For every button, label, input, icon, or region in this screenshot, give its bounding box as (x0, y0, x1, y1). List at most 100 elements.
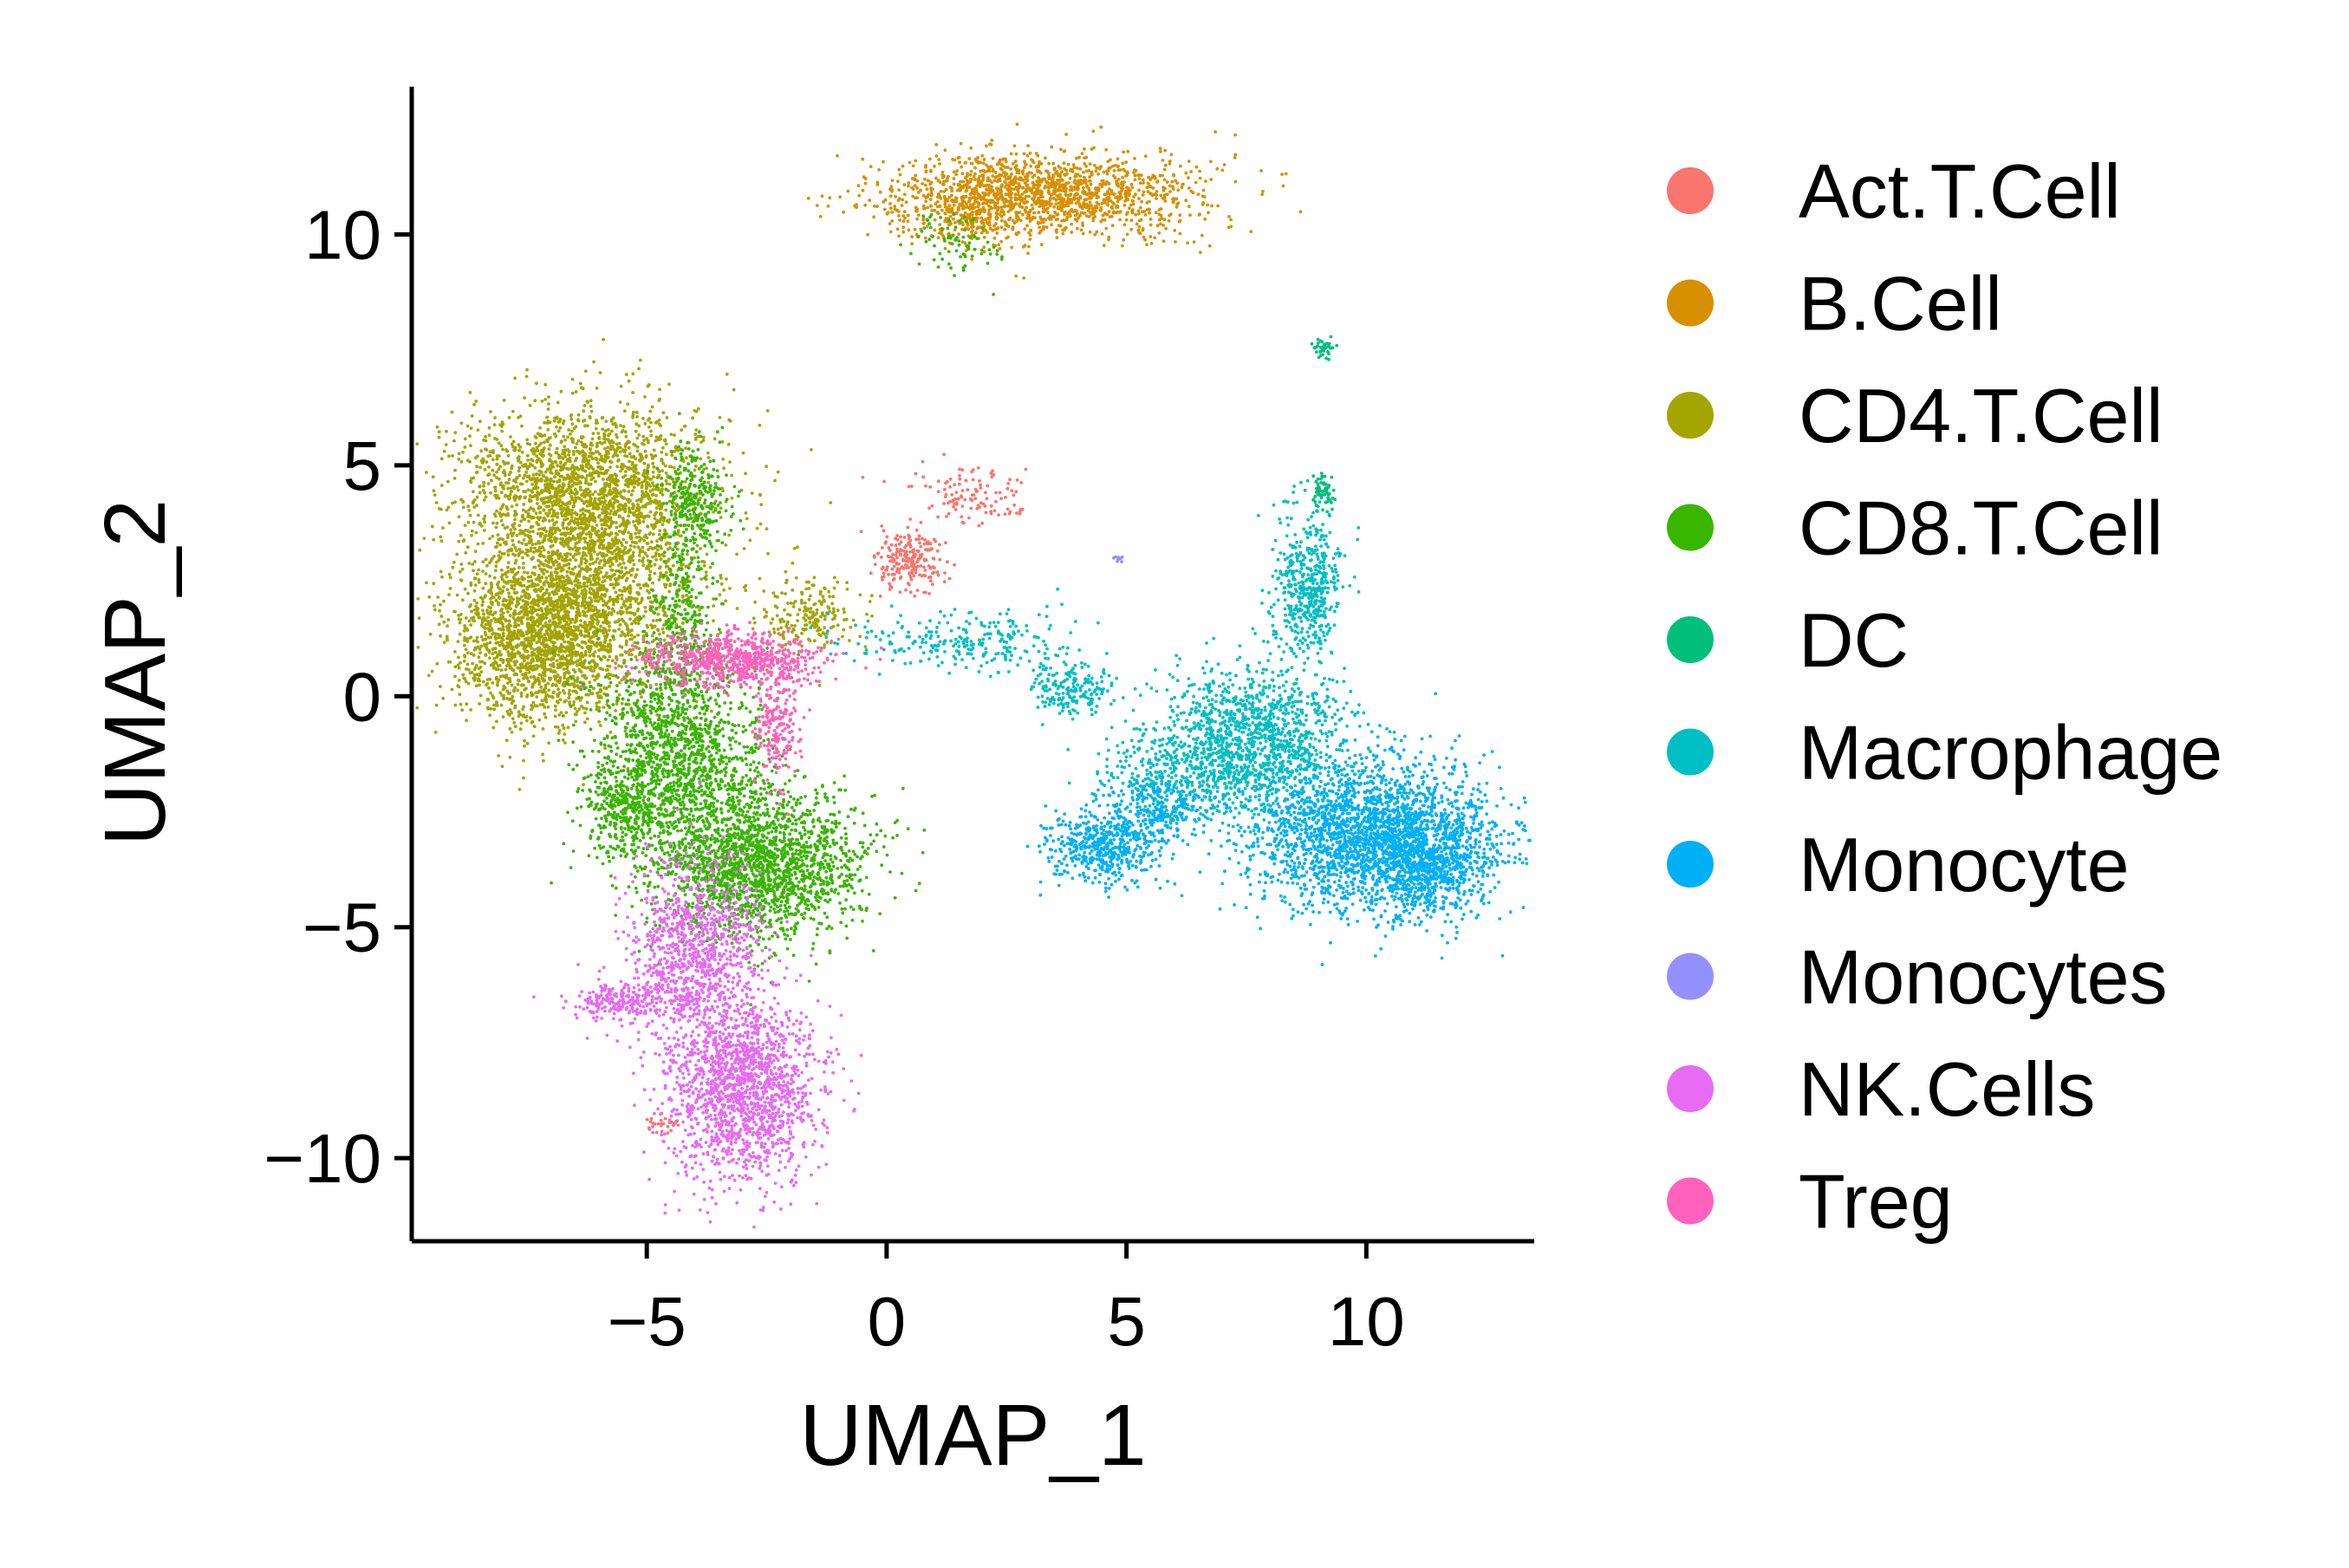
scatter-point (904, 200, 908, 205)
scatter-point (530, 691, 533, 695)
scatter-point (928, 157, 932, 161)
scatter-point (1146, 181, 1150, 185)
scatter-point (532, 725, 537, 729)
scatter-point (923, 177, 927, 181)
scatter-point (969, 146, 973, 150)
scatter-point (907, 228, 911, 232)
scatter-point (1134, 212, 1138, 217)
scatter-point (979, 198, 984, 202)
scatter-point (953, 508, 958, 511)
scatter-point (1056, 173, 1060, 178)
scatter-point (484, 447, 487, 451)
scatter-point (966, 172, 969, 176)
scatter-point (507, 619, 511, 623)
scatter-point (1164, 226, 1168, 231)
scatter-point (505, 525, 510, 530)
scatter-point (479, 670, 484, 673)
scatter-point (869, 165, 873, 169)
scatter-point (684, 446, 687, 450)
scatter-point (588, 680, 592, 685)
scatter-point (512, 448, 516, 452)
scatter-point (999, 205, 1004, 210)
scatter-point (936, 515, 940, 519)
scatter-point (980, 173, 985, 178)
scatter-point (1148, 178, 1152, 182)
scatter-point (1140, 173, 1143, 178)
scatter-point (495, 438, 499, 441)
scatter-point (487, 472, 491, 476)
scatter-point (610, 429, 614, 433)
scatter-point (1122, 237, 1126, 242)
scatter-point (959, 141, 963, 146)
scatter-point (493, 660, 498, 664)
scatter-point (934, 143, 939, 146)
scatter-point (547, 741, 551, 745)
scatter-point (910, 235, 914, 238)
scatter-point (547, 688, 551, 693)
scatter-point (895, 556, 899, 560)
scatter-point (952, 177, 956, 180)
scatter-point (492, 512, 497, 516)
scatter-point (446, 638, 449, 642)
scatter-point (1143, 237, 1147, 242)
scatter-point (503, 617, 507, 621)
scatter-point (1049, 217, 1053, 221)
scatter-point (601, 415, 605, 420)
scatter-point (1060, 218, 1064, 223)
scatter-point (1168, 190, 1172, 194)
scatter-point (615, 453, 620, 458)
scatter-point (706, 456, 711, 459)
scatter-point (962, 199, 966, 204)
scatter-point (928, 485, 933, 489)
scatter-point (976, 156, 979, 159)
scatter-point (1184, 198, 1188, 203)
scatter-point (550, 631, 554, 635)
scatter-point (543, 489, 547, 492)
scatter-point (649, 429, 653, 433)
scatter-point (567, 696, 571, 699)
scatter-point (889, 543, 894, 547)
scatter-point (1109, 205, 1114, 209)
scatter-point (980, 153, 985, 158)
scatter-point (933, 228, 937, 232)
scatter-point (531, 682, 535, 686)
scatter-point (1116, 168, 1121, 172)
scatter-point (963, 498, 967, 502)
scatter-point (457, 457, 461, 461)
scatter-point (626, 439, 630, 444)
scatter-point (566, 435, 569, 439)
scatter-point (1057, 185, 1062, 189)
scatter-point (796, 545, 799, 549)
scatter-point (566, 448, 570, 452)
scatter-point (1109, 158, 1112, 162)
scatter-point (1171, 198, 1174, 201)
scatter-point (540, 608, 544, 613)
scatter-point (540, 627, 543, 631)
scatter-point (765, 409, 770, 413)
scatter-point (958, 477, 962, 481)
scatter-point (465, 637, 469, 641)
scatter-point (502, 484, 505, 488)
scatter-point (1083, 192, 1086, 196)
scatter-point (953, 221, 957, 224)
scatter-point (1165, 192, 1169, 197)
scatter-point (1109, 199, 1113, 203)
scatter-point (1107, 210, 1111, 214)
scatter-point (478, 420, 482, 424)
scatter-point (507, 622, 511, 627)
scatter-point (1036, 164, 1039, 168)
scatter-point (1084, 165, 1088, 168)
scatter-point (1063, 226, 1067, 231)
scatter-point (962, 205, 966, 209)
scatter-point (1015, 478, 1019, 482)
scatter-point (1142, 181, 1145, 185)
scatter-point (1134, 192, 1137, 196)
scatter-point (1210, 204, 1214, 208)
scatter-point (1031, 206, 1035, 211)
scatter-point (1048, 177, 1051, 180)
scatter-point (495, 476, 498, 479)
scatter-point (929, 579, 933, 583)
scatter-point (982, 236, 986, 239)
scatter-point (992, 509, 997, 513)
scatter-points (415, 122, 1532, 1229)
